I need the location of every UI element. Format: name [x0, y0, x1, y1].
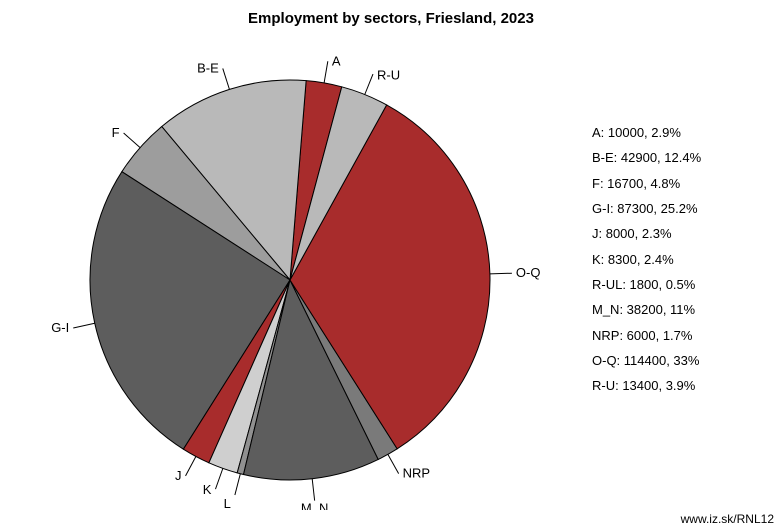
legend-row: R-UL: 1800, 0.5%	[592, 272, 762, 297]
slice-label-j: J	[175, 468, 182, 483]
callout-line	[312, 479, 314, 501]
legend-row: B-E: 42900, 12.4%	[592, 145, 762, 170]
slice-label-f: F	[112, 125, 120, 140]
legend-row: F: 16700, 4.8%	[592, 171, 762, 196]
legend-row: J: 8000, 2.3%	[592, 221, 762, 246]
callout-line	[365, 74, 373, 94]
legend-row: A: 10000, 2.9%	[592, 120, 762, 145]
slice-label-nrp: NRP	[403, 466, 430, 481]
legend-row: G-I: 87300, 25.2%	[592, 196, 762, 221]
chart-title: Employment by sectors, Friesland, 2023	[0, 10, 782, 27]
legend: A: 10000, 2.9%B-E: 42900, 12.4%F: 16700,…	[592, 120, 762, 399]
attribution: www.iz.sk/RNL12	[681, 512, 774, 526]
callout-line	[186, 456, 196, 475]
callout-line	[124, 133, 140, 148]
slice-label-g-i: G-I	[51, 320, 69, 335]
legend-row: M_N: 38200, 11%	[592, 297, 762, 322]
callout-line	[388, 454, 399, 473]
callout-line	[235, 474, 240, 495]
legend-row: O-Q: 114400, 33%	[592, 348, 762, 373]
legend-row: NRP: 6000, 1.7%	[592, 323, 762, 348]
callout-line	[73, 323, 94, 328]
legend-row: R-U: 13400, 3.9%	[592, 373, 762, 398]
pie-chart: A B-E F G-I J KL M_N NRP O-Q R-U	[40, 40, 540, 510]
slice-label-b-e: B-E	[197, 60, 219, 75]
slice-label-r-u: R-U	[377, 67, 400, 82]
slice-label-r-ul: L	[224, 496, 231, 510]
callout-line	[324, 61, 328, 83]
slice-label-a: A	[332, 53, 341, 68]
slice-label-k: K	[203, 482, 212, 497]
slice-label-m-n: M_N	[301, 501, 328, 510]
callout-line	[215, 468, 222, 489]
slice-label-o-q: O-Q	[516, 265, 540, 280]
callout-line	[223, 68, 230, 89]
legend-row: K: 8300, 2.4%	[592, 247, 762, 272]
callout-line	[490, 273, 512, 274]
